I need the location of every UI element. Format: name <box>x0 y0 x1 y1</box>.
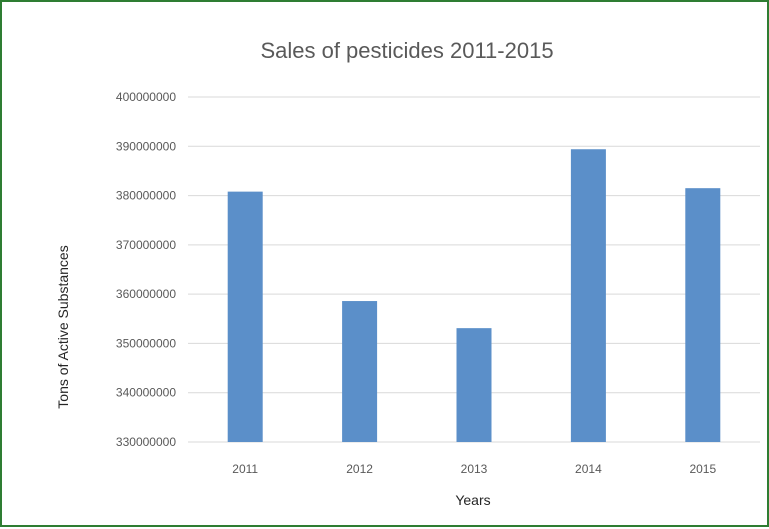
x-tick-label: 2013 <box>461 462 488 476</box>
bars <box>227 149 721 442</box>
bar-2015 <box>685 188 721 442</box>
bar-2011 <box>227 191 263 442</box>
chart-title: Sales of pesticides 2011-2015 <box>260 38 553 63</box>
bar-2012 <box>342 301 378 442</box>
x-axis-ticks: 2011 2012 2013 2014 2015 <box>232 462 716 476</box>
y-tick-label: 340000000 <box>116 386 176 400</box>
y-tick-label: 370000000 <box>116 238 176 252</box>
x-tick-label: 2015 <box>689 462 716 476</box>
y-tick-label: 390000000 <box>116 139 176 153</box>
y-tick-label: 360000000 <box>116 287 176 301</box>
y-axis-label: Tons of Active Substances <box>55 245 71 408</box>
x-tick-label: 2012 <box>346 462 373 476</box>
x-tick-label: 2014 <box>575 462 602 476</box>
x-tick-label: 2011 <box>232 462 258 476</box>
y-tick-label: 380000000 <box>116 189 176 203</box>
y-tick-label: 350000000 <box>116 336 176 350</box>
bar-2014 <box>570 149 606 442</box>
y-axis-ticks: 330000000 340000000 350000000 360000000 3700… <box>116 90 176 449</box>
y-tick-label: 330000000 <box>116 435 176 449</box>
bar-2013 <box>456 328 492 442</box>
y-tick-label: 400000000 <box>116 90 176 104</box>
x-axis-label: Years <box>455 492 490 508</box>
